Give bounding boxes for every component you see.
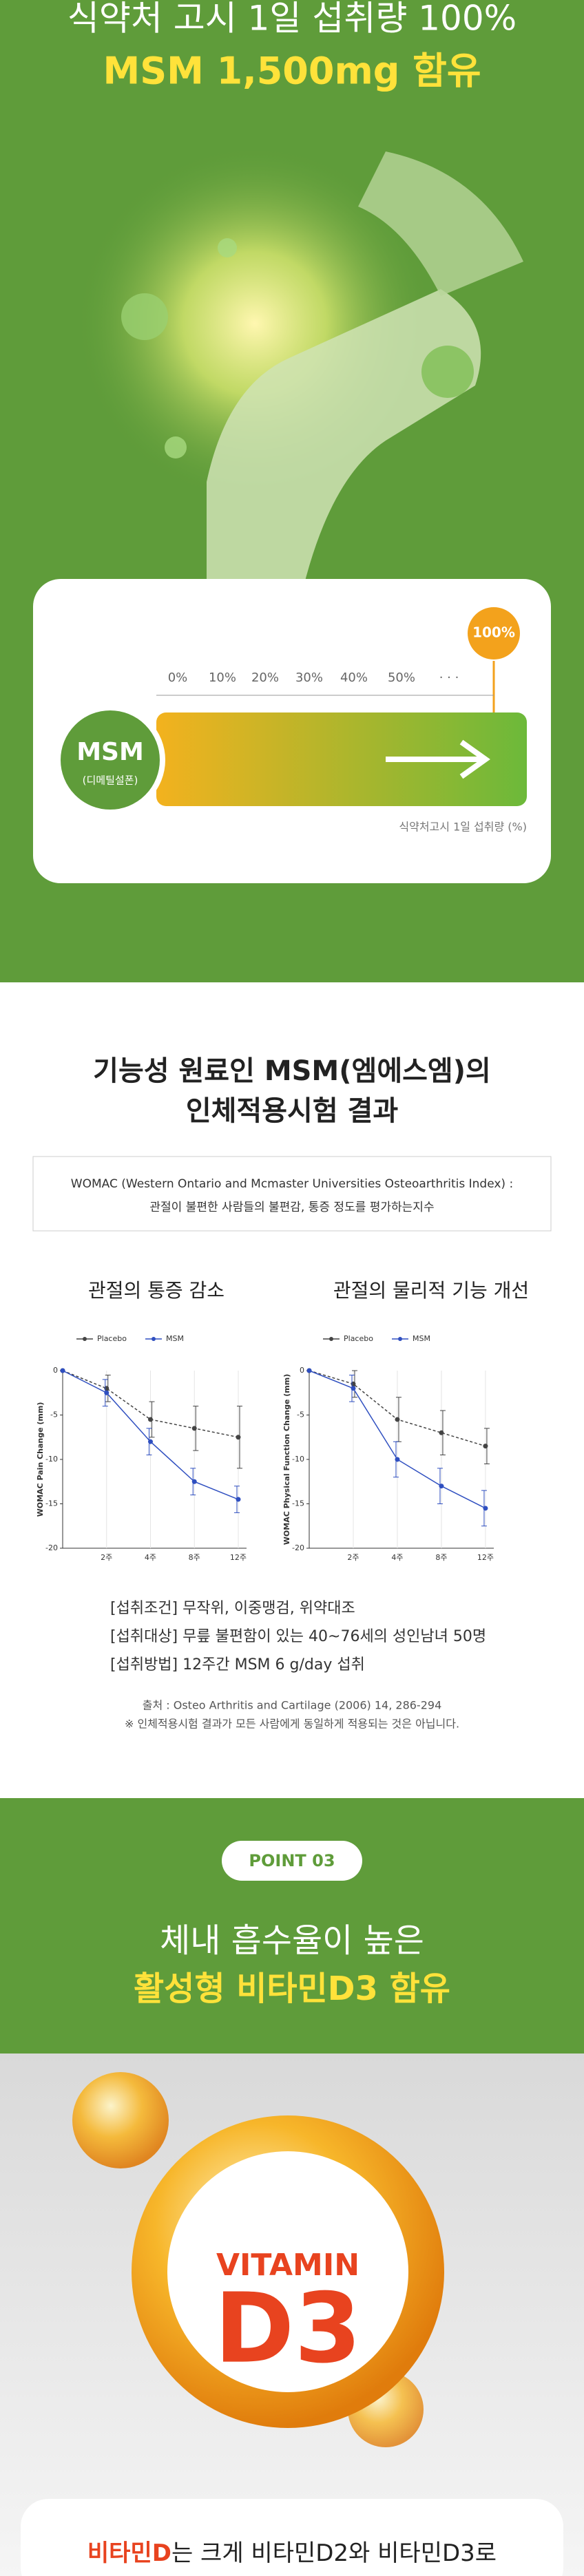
legend-marker	[329, 1337, 333, 1341]
msm-sub: (디메틸설폰)	[83, 774, 138, 787]
hero-subtitle: MSM 1,500mg 함유	[103, 50, 481, 93]
point	[439, 1484, 444, 1489]
x-tick-label: 4주	[145, 1553, 156, 1562]
y-tick-label: -15	[45, 1499, 58, 1508]
bar-arrow	[386, 739, 490, 779]
y-tick-label: -15	[292, 1499, 304, 1508]
legend-label: MSM	[166, 1334, 184, 1343]
intro-rest: 는 크게 비타민D2와 비타민D3로	[171, 2540, 497, 2567]
legend-marker	[152, 1337, 156, 1341]
point	[306, 1368, 312, 1373]
disclaimer: ※ 인체적용시험 결과가 모든 사람에게 동일하게 적용되는 것은 아닙니다.	[125, 1718, 459, 1731]
x-tick-label: 2주	[101, 1553, 112, 1562]
bubble	[165, 436, 187, 458]
point	[104, 1390, 110, 1395]
legend-label: Placebo	[97, 1334, 127, 1343]
bubble	[218, 238, 237, 257]
point-badge: POINT 03	[249, 1851, 335, 1870]
y-tick-label: 0	[300, 1366, 304, 1375]
study-title: 기능성 원료인 MSM(엠에스엠)의	[93, 1055, 491, 1087]
legend-label: MSM	[413, 1334, 430, 1343]
chart-title: 관절의 물리적 기능 개선	[333, 1279, 529, 1302]
point	[395, 1457, 400, 1462]
y-tick-label: -10	[292, 1455, 304, 1464]
scale-label: · · ·	[439, 671, 459, 685]
knee-thigh	[358, 151, 523, 296]
scale-caption: 식약처고시 1일 섭취량 (%)	[399, 821, 527, 834]
legend-marker	[83, 1337, 87, 1341]
badge-text: 100%	[472, 624, 515, 641]
hero-title: 식약처 고시 1일 섭취량 100%	[67, 0, 517, 39]
intro-highlight: 비타민D	[87, 2540, 171, 2567]
point-subtitle: 활성형 비타민D3 함유	[134, 1970, 450, 2008]
point	[483, 1506, 488, 1511]
orb-small	[72, 2072, 169, 2168]
y-axis-label: WOMAC Physical Function Change (mm)	[282, 1374, 291, 1545]
x-tick-label: 4주	[391, 1553, 403, 1562]
womac-text: WOMAC (Western Ontario and Mcmaster Univ…	[71, 1177, 513, 1191]
intro-text: 비타민D는 크게 비타민D2와 비타민D3로	[87, 2540, 497, 2567]
msm-circle	[55, 705, 165, 815]
x-tick-label: 12주	[230, 1553, 247, 1562]
point	[191, 1426, 197, 1431]
scale-bar	[156, 712, 527, 806]
series-line	[62, 1370, 239, 1438]
point	[395, 1417, 400, 1422]
chart-title: 관절의 통증 감소	[88, 1279, 225, 1302]
vitamin-label: VITAMIN	[216, 2248, 359, 2283]
vitamin-disc	[167, 2151, 408, 2392]
y-axis-label: WOMAC Pain Change (mm)	[36, 1402, 45, 1517]
msm-label: MSM	[76, 738, 144, 766]
badge-circle	[468, 607, 520, 659]
x-tick-label: 2주	[347, 1553, 359, 1562]
point	[483, 1444, 488, 1449]
point-title: 체내 흡수율이 높은	[160, 1921, 424, 1960]
x-tick-label: 8주	[189, 1553, 200, 1562]
womac-box	[32, 1156, 552, 1232]
point	[236, 1497, 241, 1502]
y-tick-label: -20	[292, 1543, 304, 1552]
vitamin-main: D3	[214, 2273, 362, 2385]
intro-card	[21, 2499, 563, 2576]
legend-marker	[398, 1337, 402, 1341]
point	[147, 1417, 153, 1422]
y-tick-label: -10	[45, 1455, 58, 1464]
point	[147, 1439, 153, 1444]
knee-leg	[207, 289, 481, 620]
y-tick-label: -20	[45, 1543, 58, 1552]
source: 출처 : Osteo Arthritis and Cartilage (2006…	[143, 1699, 442, 1712]
x-tick-label: 12주	[477, 1553, 494, 1562]
scale-label: 0%	[168, 671, 188, 685]
scale-label: 40%	[340, 671, 368, 685]
y-tick-label: -5	[297, 1411, 304, 1419]
condition: [섭취조건] 무작위, 이중맹검, 위약대조	[110, 1600, 355, 1617]
bubble	[421, 346, 474, 398]
point	[191, 1479, 197, 1484]
scale-label: 30%	[295, 671, 323, 685]
point	[439, 1430, 444, 1435]
scale-label: 20%	[251, 671, 279, 685]
study-title: 인체적용시험 결과	[186, 1095, 399, 1127]
point-pill	[222, 1841, 362, 1881]
condition: [섭취대상] 무릎 불편함이 있는 40~76세의 성인남녀 50명	[110, 1628, 486, 1645]
point	[351, 1386, 356, 1391]
y-tick-label: 0	[53, 1366, 58, 1375]
scale-label: 10%	[209, 671, 236, 685]
x-tick-label: 8주	[435, 1553, 447, 1562]
legend-label: Placebo	[344, 1334, 373, 1343]
y-tick-label: -5	[50, 1411, 58, 1419]
point	[236, 1435, 241, 1440]
point	[60, 1368, 65, 1373]
bubble	[121, 293, 168, 340]
condition: [섭취방법] 12주간 MSM 6 g/day 섭취	[110, 1656, 365, 1674]
scale-label: 50%	[388, 671, 415, 685]
point-bg	[0, 1798, 584, 2054]
womac-text: 관절이 불편한 사람들의 불편감, 통증 정도를 평가하는지수	[149, 1201, 434, 1214]
